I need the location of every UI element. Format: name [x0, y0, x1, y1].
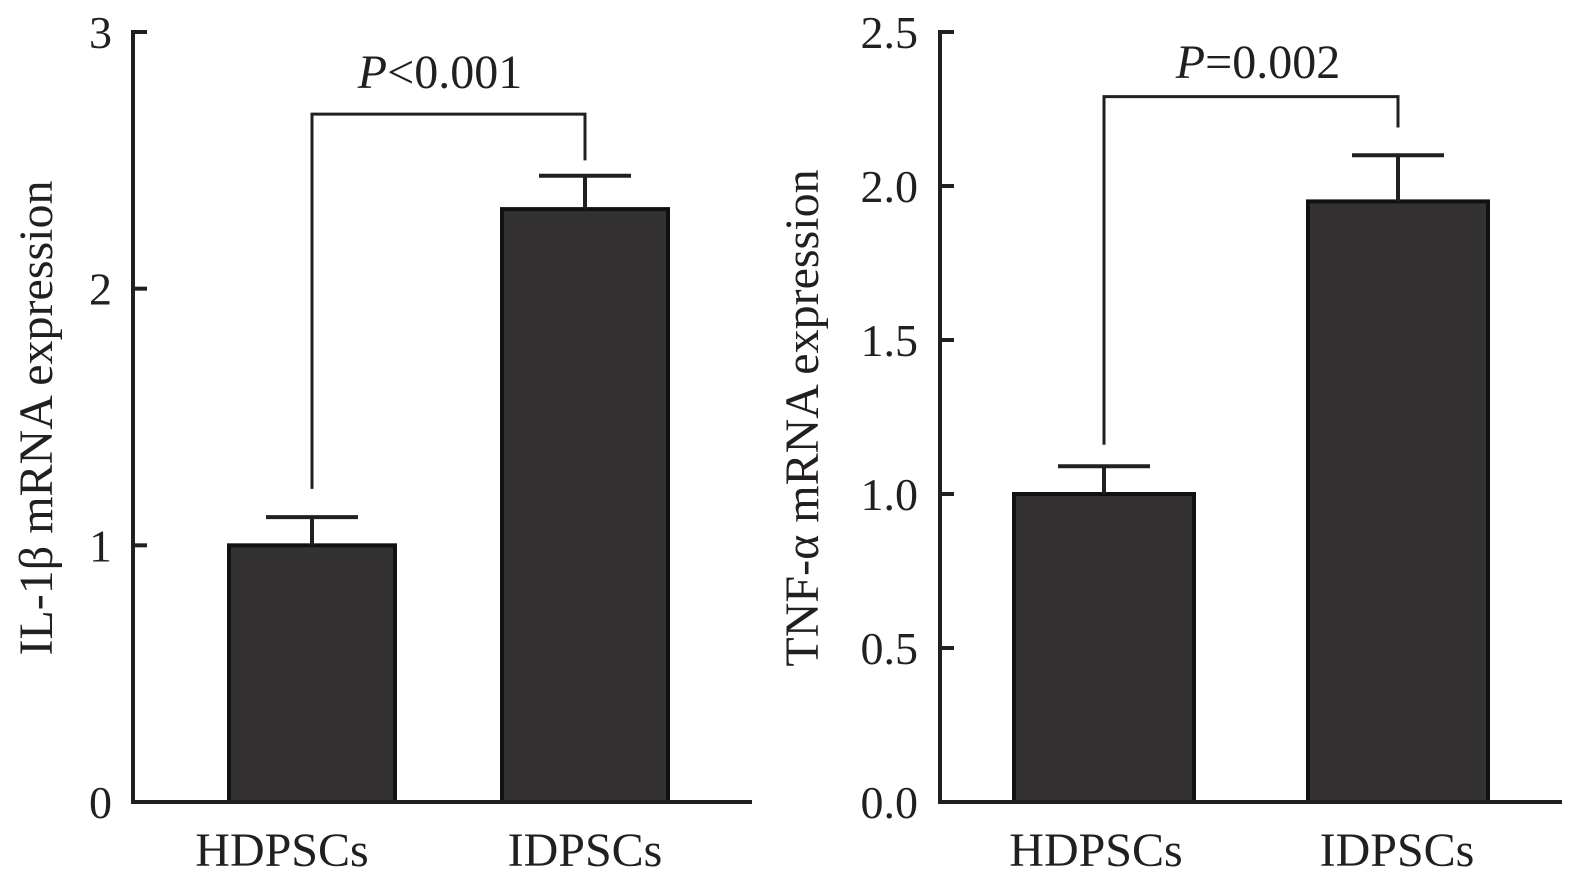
x-category-label: HDPSCs	[1009, 824, 1182, 877]
significance-bracket	[310, 112, 587, 489]
bar	[1306, 199, 1490, 804]
x-category-label: IDPSCs	[1320, 824, 1475, 877]
y-tick-label: 0.0	[861, 777, 919, 828]
x-category-label: HDPSCs	[195, 824, 368, 877]
y-tick-label: 0.5	[861, 623, 919, 674]
y-tick-label: 1.0	[861, 469, 919, 520]
panel-il1b-plot: 0 1 2 3	[89, 7, 752, 828]
panel-tnfa: TNF-α mRNA expression 0.0 0.5 1.0 1.5 2.0 2.5…	[776, 7, 1562, 877]
significance-p: P	[1175, 36, 1205, 89]
significance-label: P<0.001	[357, 46, 522, 99]
y-tick-label: 1	[89, 520, 112, 571]
y-axis-title: TNF-α mRNA expression	[776, 169, 829, 666]
bar	[227, 543, 397, 804]
bar	[500, 207, 670, 805]
y-tick-label: 2.0	[861, 161, 919, 212]
panel-tnfa-plot: 0.0 0.5 1.0 1.5 2.0 2.5	[861, 7, 1562, 828]
y-tick-label: 1.5	[861, 315, 919, 366]
x-category-label: IDPSCs	[508, 824, 663, 877]
significance-label: P=0.002	[1175, 36, 1340, 89]
bar	[1012, 492, 1196, 804]
y-tick-label: 2.5	[861, 7, 919, 58]
panel-il1b: IL-1β mRNA expression 0 1 2 3 HDPSCs IDPSCs…	[10, 7, 752, 877]
significance-value: <0.001	[387, 46, 522, 99]
significance-p: P	[357, 46, 387, 99]
y-tick-label: 3	[89, 7, 112, 58]
significance-bracket	[1102, 95, 1400, 445]
significance-value: =0.002	[1205, 36, 1340, 89]
y-tick-label: 2	[89, 264, 112, 315]
y-axis-title: IL-1β mRNA expression	[10, 180, 63, 655]
y-tick-label: 0	[89, 777, 112, 828]
